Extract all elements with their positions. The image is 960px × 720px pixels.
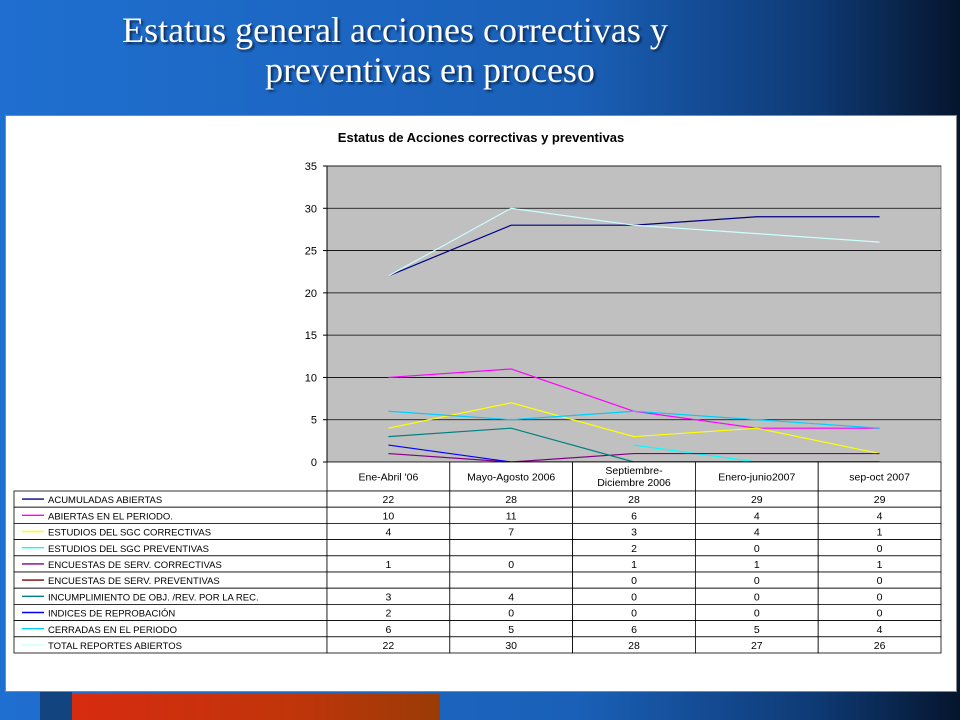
series-name-label: TOTAL REPORTES ABIERTOS xyxy=(48,641,182,652)
y-tick-label: 30 xyxy=(305,203,317,215)
data-value-label: 6 xyxy=(631,624,637,636)
decorative-dark-block xyxy=(40,690,72,720)
category-label: Enero-junio2007 xyxy=(718,472,795,484)
data-value-label: 1 xyxy=(754,559,760,571)
chart-panel: Estatus de Acciones correctivas y preven… xyxy=(5,115,957,692)
data-value-label: 1 xyxy=(385,559,391,571)
data-value-label: 5 xyxy=(754,624,760,636)
category-label: Diciembre 2006 xyxy=(597,477,671,489)
y-tick-label: 10 xyxy=(305,372,317,384)
data-value-label: 0 xyxy=(877,591,883,603)
y-tick-label: 5 xyxy=(311,415,317,427)
data-value-label: 0 xyxy=(631,608,637,620)
y-tick-label: 35 xyxy=(305,161,317,173)
data-value-label: 28 xyxy=(628,640,640,652)
data-value-label: 1 xyxy=(877,559,883,571)
table-value-cell xyxy=(326,539,451,557)
data-value-label: 22 xyxy=(383,640,395,652)
table-value-cell xyxy=(449,571,573,589)
data-value-label: 28 xyxy=(628,494,640,506)
series-name-label: CERRADAS EN EL PERIODO xyxy=(48,625,177,636)
data-value-label: 29 xyxy=(751,494,763,506)
series-name-label: ESTUDIOS DEL SGC PREVENTIVAS xyxy=(48,544,209,555)
category-label: sep-oct 2007 xyxy=(849,472,910,484)
data-value-label: 10 xyxy=(383,510,395,522)
data-value-label: 6 xyxy=(631,510,637,522)
data-value-label: 0 xyxy=(508,559,514,571)
series-name-label: ENCUESTAS DE SERV. CORRECTIVAS xyxy=(48,560,222,571)
data-value-label: 11 xyxy=(506,510,517,522)
table-header-cell xyxy=(449,461,573,492)
data-value-label: 3 xyxy=(631,527,637,539)
table-header-cell xyxy=(572,461,696,492)
data-value-label: 26 xyxy=(874,640,886,652)
y-tick-label: 20 xyxy=(305,288,317,300)
data-value-label: 29 xyxy=(874,494,886,506)
data-value-label: 6 xyxy=(385,624,391,636)
data-value-label: 22 xyxy=(383,494,395,506)
data-value-label: 0 xyxy=(877,543,883,555)
data-value-label: 0 xyxy=(754,591,760,603)
slide-title-line2: preventivas en proceso xyxy=(265,50,595,90)
category-label: Ene-Abril '06 xyxy=(359,472,419,484)
data-value-label: 7 xyxy=(508,527,514,539)
data-value-label: 27 xyxy=(751,640,763,652)
y-tick-label: 15 xyxy=(305,330,317,342)
slide-title: Estatus general acciones correctivas y p… xyxy=(0,10,960,90)
series-name-label: INDICES DE REPROBACIÓN xyxy=(48,609,175,620)
data-value-label: 30 xyxy=(505,640,517,652)
series-line xyxy=(388,402,880,455)
data-value-label: 4 xyxy=(877,624,883,636)
table-value-cell xyxy=(326,571,451,589)
data-value-label: 0 xyxy=(877,608,883,620)
table-header-cell xyxy=(326,461,451,492)
series-name-label: ACUMULADAS ABIERTAS xyxy=(48,495,162,506)
data-value-label: 0 xyxy=(631,591,637,603)
decorative-red-bar xyxy=(72,694,440,720)
y-tick-label: 0 xyxy=(311,457,317,469)
plot-area xyxy=(326,165,942,463)
data-value-label: 1 xyxy=(877,527,883,539)
data-value-label: 0 xyxy=(754,575,760,587)
data-value-label: 4 xyxy=(754,527,760,539)
data-value-label: 0 xyxy=(877,575,883,587)
table-value-cell xyxy=(449,539,573,557)
series-name-label: ABIERTAS EN EL PERIODO. xyxy=(48,511,173,522)
data-value-label: 0 xyxy=(631,575,637,587)
data-value-label: 0 xyxy=(754,543,760,555)
data-value-label: 4 xyxy=(754,510,760,522)
series-name-label: ENCUESTAS DE SERV. PREVENTIVAS xyxy=(48,576,220,587)
series-line xyxy=(388,452,880,463)
slide-title-line1: Estatus general acciones correctivas y xyxy=(122,10,668,50)
data-value-label: 1 xyxy=(631,559,637,571)
category-label: Septiembre- xyxy=(605,465,663,477)
data-value-label: 3 xyxy=(385,591,391,603)
series-name-label: ESTUDIOS DEL SGC CORRECTIVAS xyxy=(48,528,211,539)
data-value-label: 4 xyxy=(877,510,883,522)
series-line xyxy=(388,410,880,429)
data-value-label: 4 xyxy=(508,591,514,603)
chart-title: Estatus de Acciones correctivas y preven… xyxy=(337,130,625,145)
y-tick-label: 25 xyxy=(305,246,317,258)
data-value-label: 0 xyxy=(754,608,760,620)
data-value-label: 0 xyxy=(508,608,514,620)
table-header-cell xyxy=(817,461,942,492)
data-value-label: 2 xyxy=(385,608,391,620)
series-line xyxy=(388,207,880,277)
category-label: Mayo-Agosto 2006 xyxy=(467,472,555,484)
table-value-cell xyxy=(817,636,942,654)
data-value-label: 4 xyxy=(385,527,391,539)
data-value-label: 2 xyxy=(631,543,637,555)
data-value-label: 28 xyxy=(505,494,517,506)
series-name-label: INCUMPLIMIENTO DE OBJ. /REV. POR LA REC. xyxy=(48,592,259,603)
data-value-label: 5 xyxy=(508,624,514,636)
